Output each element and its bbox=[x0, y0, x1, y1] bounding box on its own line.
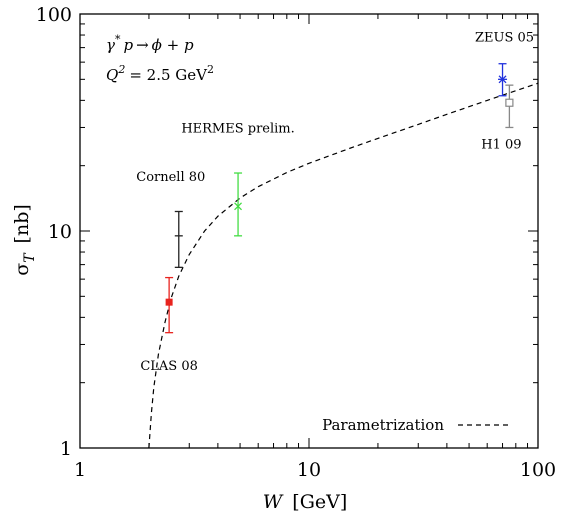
x-tick-label: 10 bbox=[297, 459, 321, 481]
process-star: * bbox=[115, 33, 121, 46]
x-axis-unit: [GeV] bbox=[292, 491, 347, 513]
marker bbox=[234, 202, 243, 211]
y-axis-unit: [nb] bbox=[11, 204, 33, 243]
marker bbox=[165, 298, 173, 306]
data-point bbox=[498, 63, 508, 97]
annotations-layer: ZEUS 05 H1 09 HERMES prelim. Cornell 80 CLAS… bbox=[136, 30, 534, 374]
x-tick-label: 1 bbox=[74, 459, 86, 481]
q2-symbol: Q bbox=[106, 66, 118, 84]
q2-unit-sup: 2 bbox=[207, 63, 214, 76]
legend: Parametrization bbox=[322, 416, 508, 434]
data-point bbox=[165, 276, 174, 334]
q2-value: = 2.5 GeV bbox=[129, 66, 208, 84]
parametrization-curve bbox=[148, 82, 539, 449]
legend-label: Parametrization bbox=[322, 416, 444, 434]
y-tick-label: 100 bbox=[36, 4, 72, 26]
process-label: γ* p → ϕ + p bbox=[106, 33, 194, 54]
y-tick-label: 1 bbox=[60, 438, 72, 460]
y-axis-symbol: σ bbox=[11, 263, 33, 276]
y-axis-title: σT [nb] bbox=[11, 204, 38, 276]
q2-label: Q2 = 2.5 GeV2 bbox=[106, 63, 214, 84]
marker bbox=[498, 75, 507, 84]
y-axis-subscript: T bbox=[22, 252, 38, 263]
q2-sup: 2 bbox=[117, 63, 125, 76]
process-gamma: γ bbox=[106, 36, 115, 54]
y-tick-label: 10 bbox=[48, 221, 72, 243]
x-axis-symbol: W bbox=[263, 491, 284, 513]
axis-ticks: 1 10 100 1 10 100 bbox=[36, 4, 556, 481]
data-point bbox=[234, 172, 243, 237]
marker bbox=[505, 98, 514, 107]
point-annotation: ZEUS 05 bbox=[475, 30, 534, 45]
process-arrow: → bbox=[136, 36, 149, 54]
process-rhs: ϕ + p bbox=[152, 36, 194, 54]
x-axis-title: W [GeV] bbox=[263, 491, 348, 513]
data-point bbox=[174, 210, 183, 268]
data-point bbox=[505, 84, 514, 129]
point-annotation: H1 09 bbox=[481, 138, 521, 153]
point-annotation: HERMES prelim. bbox=[181, 121, 294, 136]
x-tick-label: 100 bbox=[520, 459, 556, 481]
process-p: p bbox=[123, 36, 133, 54]
parametrization-layer bbox=[148, 82, 539, 449]
point-annotation: CLAS 08 bbox=[140, 359, 198, 374]
point-annotation: Cornell 80 bbox=[136, 170, 205, 185]
data-points-layer bbox=[165, 63, 514, 334]
